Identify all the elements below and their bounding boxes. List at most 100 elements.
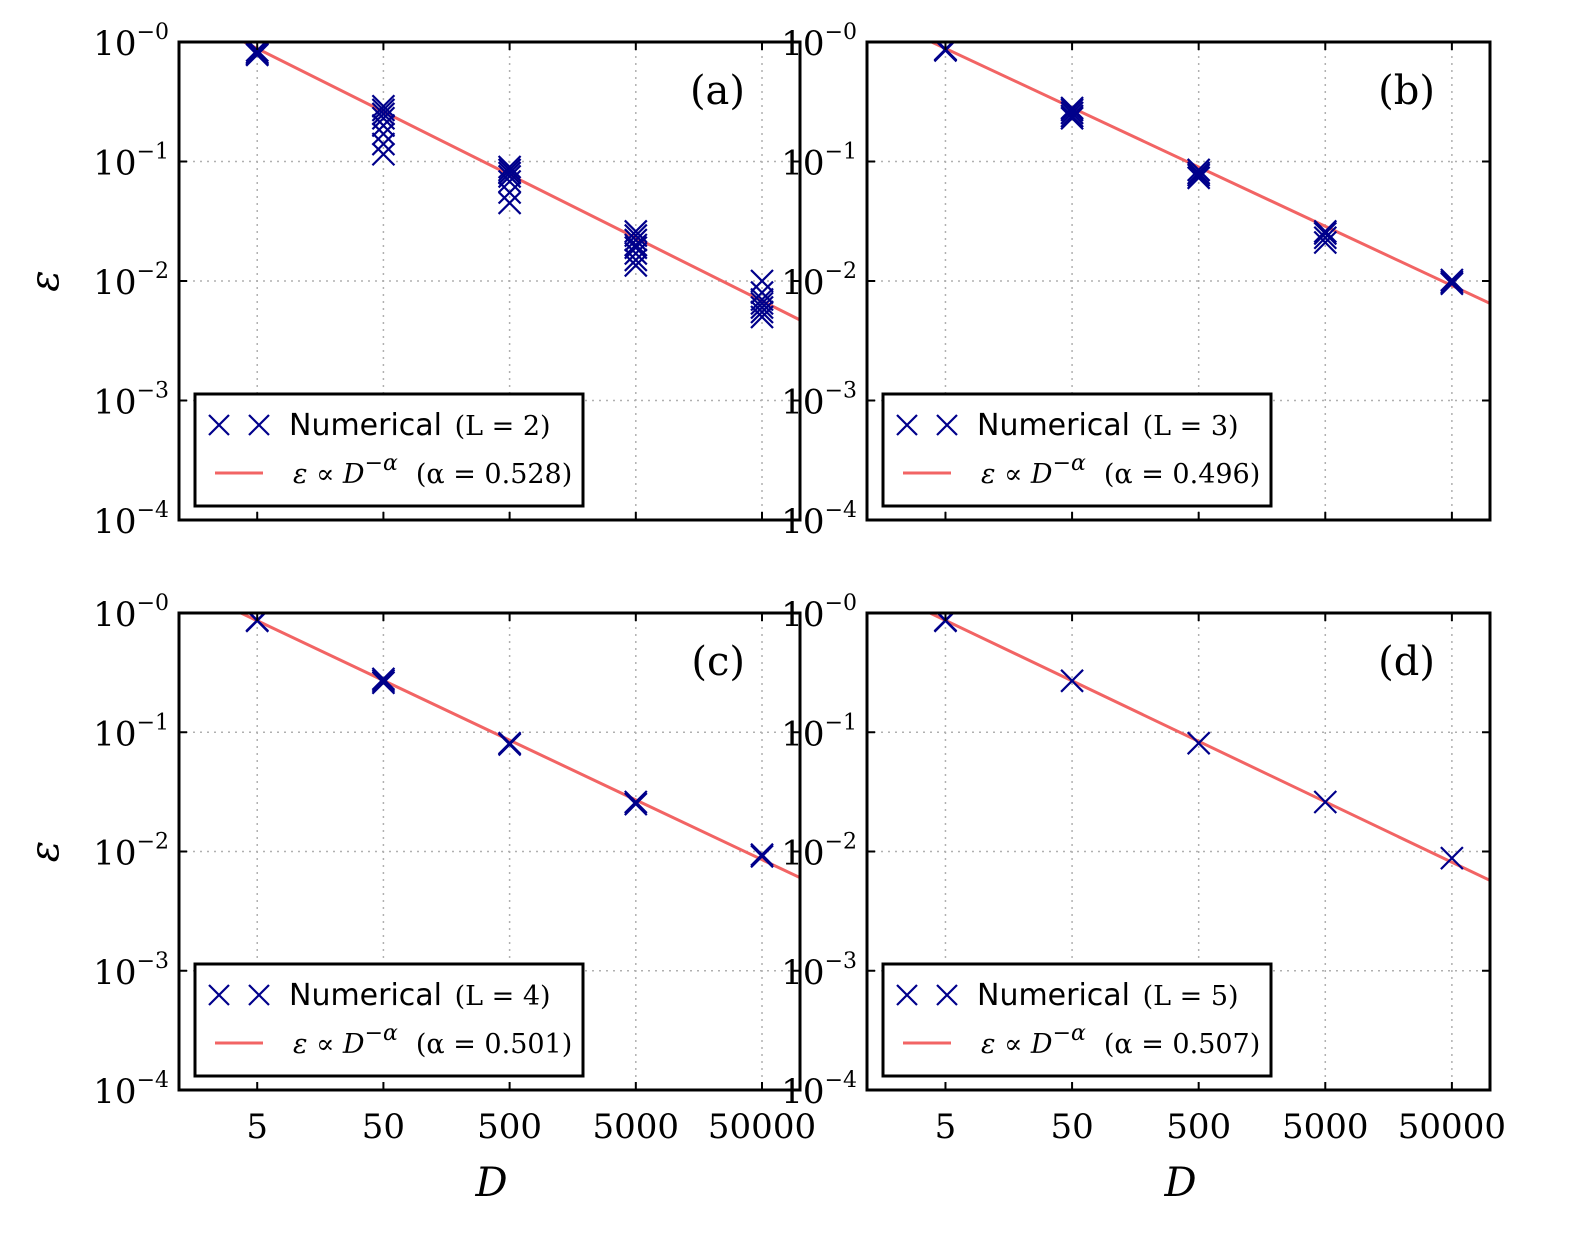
data-point xyxy=(750,287,774,312)
y-tick-label: 10−2 xyxy=(93,830,169,874)
data-point xyxy=(1313,230,1338,255)
data-point xyxy=(1060,96,1084,120)
y-tick-label: 10−2 xyxy=(781,259,857,303)
data-point xyxy=(371,94,396,119)
y-tick-label: 10−4 xyxy=(93,1068,169,1112)
y-tick-label: 10−3 xyxy=(93,949,169,993)
data-point xyxy=(371,122,396,146)
data-point xyxy=(371,132,396,156)
data-point xyxy=(1060,98,1084,122)
x-tick-label: 500 xyxy=(1166,1107,1231,1147)
legend-marker-swatch xyxy=(208,414,230,436)
fit-line xyxy=(237,613,800,880)
y-tick-label: 10−0 xyxy=(93,591,169,635)
data-point xyxy=(624,248,648,272)
y-tick-label: 10−3 xyxy=(93,379,169,423)
legend-label-numerical: Numerical (L = 4) xyxy=(289,978,551,1013)
fit-line xyxy=(240,42,800,322)
data-point xyxy=(1060,106,1084,131)
x-tick-label: 50000 xyxy=(1398,1107,1506,1147)
legend-marker-swatch xyxy=(248,414,270,436)
data-point xyxy=(624,223,648,248)
legend: Numerical (L = 4) ε ∝ D−α (α = 0.501) xyxy=(193,962,585,1078)
data-point xyxy=(371,670,396,695)
y-tick-label: 10−3 xyxy=(781,379,857,423)
y-tick-label: 10−0 xyxy=(781,591,857,635)
fit-line xyxy=(926,613,1490,882)
x-axis-title: D xyxy=(474,1160,507,1206)
legend-marker-swatch xyxy=(896,984,918,1006)
x-tick-label: 5000 xyxy=(1282,1107,1369,1147)
legend-label-fit: ε ∝ D−α (α = 0.528) xyxy=(293,451,572,490)
panel-label: (c) xyxy=(691,639,745,685)
panel-d: 10−0 10−1 10−2 10−3 10−4 5 50 500 5000 50000 D (d) N… xyxy=(781,591,1506,1206)
data-point xyxy=(371,113,396,138)
data-point xyxy=(1186,158,1211,182)
x-tick-label: 5 xyxy=(246,1107,268,1147)
y-tick-label: 10−2 xyxy=(93,259,169,303)
legend-marker-swatch xyxy=(936,984,958,1006)
data-point xyxy=(1186,731,1211,755)
panel-b: 10−0 10−1 10−2 10−3 10−4 (b) Numerical (L = 3)… xyxy=(781,20,1492,542)
x-tick-label: 50000 xyxy=(708,1107,816,1147)
panel-c: 10−0 10−1 10−2 10−3 10−4 5 50 500 5000 50000 Dε (c)… xyxy=(22,591,816,1206)
data-point xyxy=(371,102,396,126)
data-point xyxy=(497,180,522,205)
data-point xyxy=(1060,669,1084,693)
data-point xyxy=(624,235,648,260)
x-tick-label: 5 xyxy=(935,1107,957,1147)
data-point xyxy=(1313,225,1338,250)
data-point xyxy=(750,269,774,293)
fit-line xyxy=(928,42,1490,305)
data-point xyxy=(1186,161,1211,185)
y-tick-label: 10−1 xyxy=(781,140,857,184)
data-point xyxy=(750,295,774,320)
legend-frame xyxy=(193,962,585,1078)
data-point xyxy=(1313,221,1338,246)
x-axis-title: D xyxy=(1163,1160,1196,1206)
data-point xyxy=(245,43,269,67)
data-point xyxy=(1060,101,1084,125)
x-tick-label: 50 xyxy=(362,1107,405,1147)
data-point xyxy=(1440,846,1464,870)
panel-a: 10−0 10−1 10−2 10−3 10−4 ε (a) Numerical (L = 2… xyxy=(22,20,802,542)
data-point xyxy=(371,142,396,167)
data-point xyxy=(750,842,774,867)
data-point xyxy=(497,158,522,182)
data-point xyxy=(1313,219,1338,244)
y-axis-title: ε xyxy=(22,270,68,291)
y-tick-label: 10−3 xyxy=(781,949,857,993)
legend-frame xyxy=(881,962,1273,1078)
legend: Numerical (L = 2) ε ∝ D−α (α = 0.528) xyxy=(193,392,585,508)
data-point xyxy=(1440,270,1464,294)
data-point xyxy=(750,844,774,869)
data-point xyxy=(1186,163,1211,187)
data-point xyxy=(497,161,522,185)
y-tick-label: 10−4 xyxy=(781,498,857,542)
legend-label-fit: ε ∝ D−α (α = 0.496) xyxy=(981,451,1260,490)
data-point xyxy=(371,669,396,693)
legend-frame xyxy=(193,392,585,508)
data-point xyxy=(497,169,522,194)
data-point xyxy=(750,300,774,324)
legend-marker-swatch xyxy=(896,414,918,436)
data-point xyxy=(1060,104,1084,128)
legend-marker-swatch xyxy=(248,984,270,1006)
x-tick-label: 50 xyxy=(1050,1107,1093,1147)
y-tick-label: 10−4 xyxy=(781,1068,857,1112)
x-tick-label: 500 xyxy=(477,1107,542,1147)
legend-label-numerical: Numerical (L = 3) xyxy=(977,408,1239,443)
legend-marker-swatch xyxy=(936,414,958,436)
data-point xyxy=(497,191,522,215)
legend-label-fit: ε ∝ D−α (α = 0.501) xyxy=(293,1021,572,1060)
data-point xyxy=(497,732,522,757)
data-point xyxy=(371,667,396,691)
y-tick-label: 10−4 xyxy=(93,498,169,542)
legend-label-numerical: Numerical (L = 5) xyxy=(977,978,1239,1013)
legend: Numerical (L = 3) ε ∝ D−α (α = 0.496) xyxy=(881,392,1273,508)
y-axis-title: ε xyxy=(22,841,68,862)
legend-label-fit: ε ∝ D−α (α = 0.507) xyxy=(981,1021,1260,1060)
data-point xyxy=(1186,166,1211,190)
y-tick-label: 10−0 xyxy=(781,20,857,64)
panel-label: (d) xyxy=(1378,639,1435,685)
